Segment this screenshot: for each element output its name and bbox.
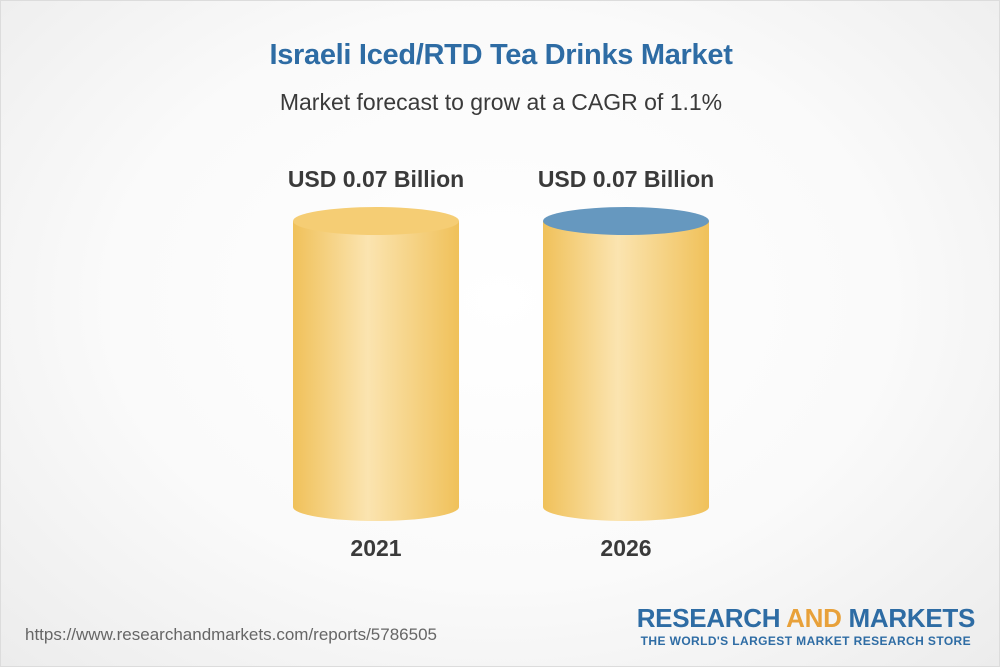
category-label-2026: 2026	[600, 535, 651, 561]
logo-markets: MARKETS	[848, 603, 976, 633]
cylinder-body-2026	[543, 221, 709, 521]
cylinder-top-2021	[293, 207, 459, 235]
value-label-2021: USD 0.07 Billion	[288, 166, 464, 192]
chart-subtitle: Market forecast to grow at a CAGR of 1.1…	[279, 89, 723, 115]
chart-title: Israeli Iced/RTD Tea Drinks Market	[269, 39, 733, 71]
value-label-2026: USD 0.07 Billion	[538, 166, 714, 192]
research-and-markets-logo: RESEARCH AND MARKETS THE WORLD'S LARGEST…	[636, 603, 976, 649]
category-label-2021: 2021	[350, 535, 401, 561]
logo-wordmark: RESEARCH AND MARKETS	[636, 603, 976, 633]
source-url[interactable]: https://www.researchandmarkets.com/repor…	[25, 625, 437, 644]
logo-and: AND	[786, 603, 842, 633]
cylinder-top-2026	[543, 207, 709, 235]
logo-research: RESEARCH	[636, 603, 781, 633]
cylinder-body-2021	[293, 221, 459, 521]
logo-tagline: THE WORLD'S LARGEST MARKET RESEARCH STOR…	[640, 634, 972, 648]
